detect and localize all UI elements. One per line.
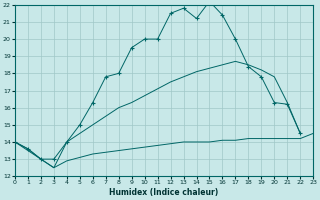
X-axis label: Humidex (Indice chaleur): Humidex (Indice chaleur) xyxy=(109,188,219,197)
